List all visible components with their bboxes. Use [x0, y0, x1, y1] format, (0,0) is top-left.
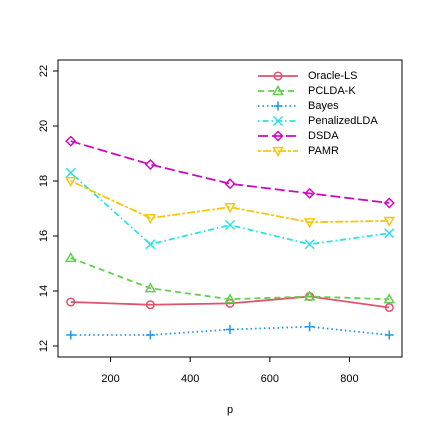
marker — [384, 302, 394, 313]
legend-marker — [273, 71, 283, 81]
series-line — [70, 172, 390, 246]
marker — [224, 293, 236, 304]
series-line — [70, 140, 390, 204]
x-axis-label: p — [227, 404, 233, 416]
marker — [383, 197, 395, 209]
x-tick-label: 200 — [101, 373, 119, 385]
y-tick-label: 22 — [38, 65, 50, 77]
legend-label: DSDA — [308, 130, 339, 142]
legend-marker — [272, 130, 284, 142]
y-tick-label: 16 — [38, 230, 50, 242]
marker — [224, 178, 236, 190]
marker — [384, 330, 394, 340]
marker — [224, 219, 236, 231]
marker — [144, 158, 156, 171]
legend-label: Oracle-LS — [308, 70, 358, 82]
legend-label: PAMR — [308, 145, 339, 157]
y-tick-label: 14 — [38, 285, 50, 297]
y-tick-label: 20 — [38, 120, 50, 132]
marker — [225, 325, 235, 334]
marker — [65, 167, 76, 178]
marker — [383, 216, 396, 227]
plot-frame — [57, 59, 403, 358]
marker — [303, 290, 316, 301]
marker — [144, 214, 157, 225]
series-line — [70, 257, 390, 301]
marker — [145, 239, 156, 250]
marker — [144, 282, 157, 293]
marker — [304, 239, 315, 250]
marker — [64, 251, 77, 263]
legend-marker — [272, 146, 284, 158]
marker — [65, 135, 77, 147]
marker — [303, 218, 316, 229]
marker — [145, 330, 155, 340]
legend-marker — [273, 101, 283, 111]
marker — [66, 297, 76, 307]
y-tick-label: 18 — [38, 175, 50, 187]
marker — [145, 300, 155, 310]
series-line — [70, 325, 390, 336]
y-tick-label: 12 — [38, 340, 50, 352]
legend-label: PenalizedLDA — [308, 115, 378, 127]
marker — [304, 187, 316, 199]
marker — [305, 322, 315, 332]
marker — [66, 330, 76, 340]
x-tick-label: 800 — [340, 373, 358, 385]
legend-label: PCLDA-K — [308, 85, 356, 97]
legend-label: Bayes — [308, 100, 339, 112]
marker — [384, 228, 395, 239]
legend-marker — [272, 115, 284, 127]
legend-marker — [272, 84, 284, 96]
marker — [224, 203, 236, 214]
x-tick-label: 400 — [181, 373, 199, 385]
x-tick-label: 600 — [261, 373, 279, 385]
marker — [383, 293, 396, 304]
marker — [64, 176, 77, 188]
series-line — [70, 180, 390, 224]
